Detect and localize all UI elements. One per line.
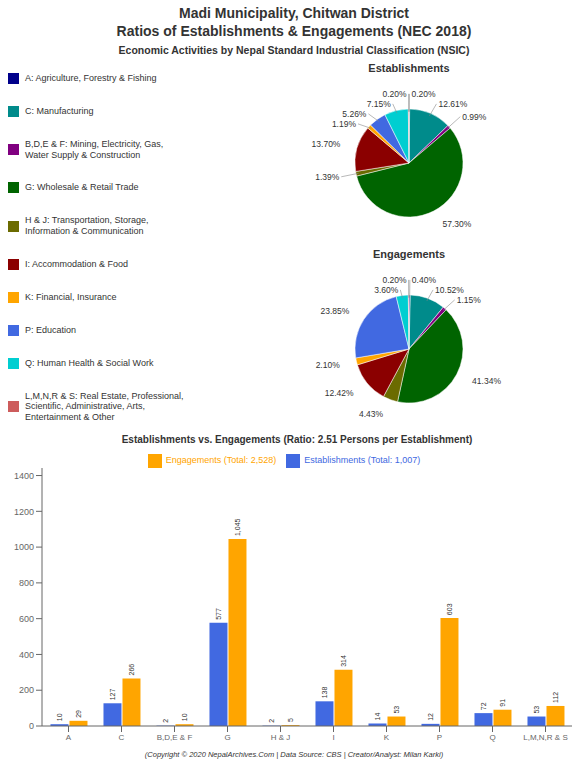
- svg-text:K: K: [384, 733, 390, 742]
- svg-text:5.26%: 5.26%: [342, 109, 367, 119]
- svg-text:1.19%: 1.19%: [332, 119, 357, 129]
- svg-text:577: 577: [215, 608, 222, 620]
- svg-text:2: 2: [162, 719, 169, 723]
- svg-text:1,045: 1,045: [234, 518, 241, 536]
- svg-text:0.20%: 0.20%: [382, 89, 407, 99]
- svg-text:0: 0: [29, 721, 34, 731]
- svg-text:138: 138: [321, 687, 328, 699]
- svg-text:1.39%: 1.39%: [315, 172, 340, 182]
- svg-text:127: 127: [109, 688, 116, 700]
- html-text:H & J: Transportation, Storage: H & J: Transportation, Storage,: [25, 215, 149, 226]
- svg-text:10.52%: 10.52%: [435, 285, 464, 295]
- svg-text:0.20%: 0.20%: [411, 89, 436, 99]
- svg-text:400: 400: [19, 650, 34, 660]
- svg-text:41.34%: 41.34%: [472, 376, 501, 386]
- html-text:Establishments (Total: 1,007): Establishments (Total: 1,007): [304, 455, 421, 466]
- svg-text:72: 72: [480, 702, 487, 710]
- svg-text:H & J: H & J: [271, 733, 291, 742]
- svg-text:3.60%: 3.60%: [374, 285, 399, 295]
- svg-text:B,D,E & F: B,D,E & F: [157, 733, 193, 742]
- svg-text:14: 14: [374, 713, 381, 721]
- svg-text:12.42%: 12.42%: [325, 388, 354, 398]
- html-text:P: Education: P: Education: [25, 324, 76, 335]
- svg-text:1400: 1400: [14, 471, 34, 481]
- svg-text:23.85%: 23.85%: [320, 306, 349, 316]
- html-text:Economic Activities by Nepal S: Economic Activities by Nepal Standard In…: [118, 44, 470, 56]
- html-text:I: Accommodation & Food: I: Accommodation & Food: [25, 258, 129, 269]
- html-text:L,M,N,R & S: Real Estate, Prof: L,M,N,R & S: Real Estate, Professional,: [25, 390, 184, 401]
- html-text:K: Financial, Insurance: K: Financial, Insurance: [25, 291, 117, 302]
- svg-text:200: 200: [19, 685, 34, 695]
- svg-text:2: 2: [268, 719, 275, 723]
- html-text:Information & Communication: Information & Communication: [25, 226, 144, 237]
- html-text:A: Agriculture, Forestry & Fis: A: Agriculture, Forestry & Fishing: [25, 73, 157, 84]
- svg-text:57.30%: 57.30%: [443, 219, 472, 229]
- svg-text:A: A: [66, 733, 72, 742]
- html-text:Water Supply & Construction: Water Supply & Construction: [25, 149, 141, 160]
- svg-text:I: I: [332, 733, 334, 742]
- svg-text:13.70%: 13.70%: [312, 139, 341, 149]
- svg-text:29: 29: [75, 710, 82, 718]
- svg-text:314: 314: [340, 655, 347, 667]
- svg-text:Q: Q: [489, 733, 495, 742]
- html-text:C: Manufacturing: C: Manufacturing: [25, 106, 94, 116]
- svg-text:C: C: [119, 733, 125, 742]
- html-text:B,D,E & F: Mining, Electricity: B,D,E & F: Mining, Electricity, Gas,: [25, 138, 164, 149]
- svg-text:603: 603: [446, 603, 453, 615]
- svg-text:12: 12: [427, 713, 434, 721]
- html-text:Ratios of Establishments & Eng: Ratios of Establishments & Engagements (…: [116, 23, 472, 40]
- svg-text:G: G: [224, 733, 230, 742]
- svg-text:P: P: [437, 733, 442, 742]
- html-text:Madi Municipality, Chitwan Dis: Madi Municipality, Chitwan District: [179, 5, 409, 21]
- svg-text:5: 5: [287, 718, 294, 722]
- svg-text:12.61%: 12.61%: [438, 99, 467, 109]
- svg-text:53: 53: [533, 706, 540, 714]
- svg-text:112: 112: [552, 692, 559, 703]
- html-text:Entertainment & Other: Entertainment & Other: [25, 412, 115, 423]
- html-text:Establishments vs. Engagements: Establishments vs. Engagements (Ratio: 2…: [121, 434, 473, 445]
- html-text:Scientific, Administrative, Ar: Scientific, Administrative, Arts,: [25, 401, 145, 412]
- svg-text:600: 600: [19, 614, 34, 624]
- svg-text:L,M,N,R & S: L,M,N,R & S: [523, 733, 567, 742]
- svg-text:0.40%: 0.40%: [412, 275, 437, 285]
- svg-text:266: 266: [128, 664, 135, 676]
- svg-text:800: 800: [19, 578, 34, 588]
- svg-text:0.99%: 0.99%: [462, 112, 487, 122]
- html-text:Establishments: Establishments: [368, 62, 450, 74]
- svg-text:1000: 1000: [14, 542, 34, 552]
- svg-text:2.10%: 2.10%: [316, 360, 341, 370]
- svg-text:10: 10: [56, 713, 63, 721]
- html-text:Engagements: Engagements: [372, 248, 446, 260]
- svg-text:91: 91: [499, 699, 506, 707]
- svg-text:4.43%: 4.43%: [359, 409, 384, 419]
- html-text:G: Wholesale & Retail Trade: G: Wholesale & Retail Trade: [25, 182, 139, 193]
- html-text:Engagements (Total: 2,528): Engagements (Total: 2,528): [165, 455, 277, 466]
- svg-text:1200: 1200: [14, 507, 34, 517]
- svg-text:0.20%: 0.20%: [382, 275, 407, 285]
- html-text:Q: Human Health & Social Work: Q: Human Health & Social Work: [25, 357, 154, 368]
- svg-text:53: 53: [393, 706, 400, 714]
- svg-text:7.15%: 7.15%: [367, 99, 392, 109]
- svg-text:10: 10: [181, 713, 188, 721]
- svg-text:1.15%: 1.15%: [457, 295, 482, 305]
- html-text:(Copyright © 2020 NepalArchive: (Copyright © 2020 NepalArchives.Com | Da…: [144, 750, 444, 759]
